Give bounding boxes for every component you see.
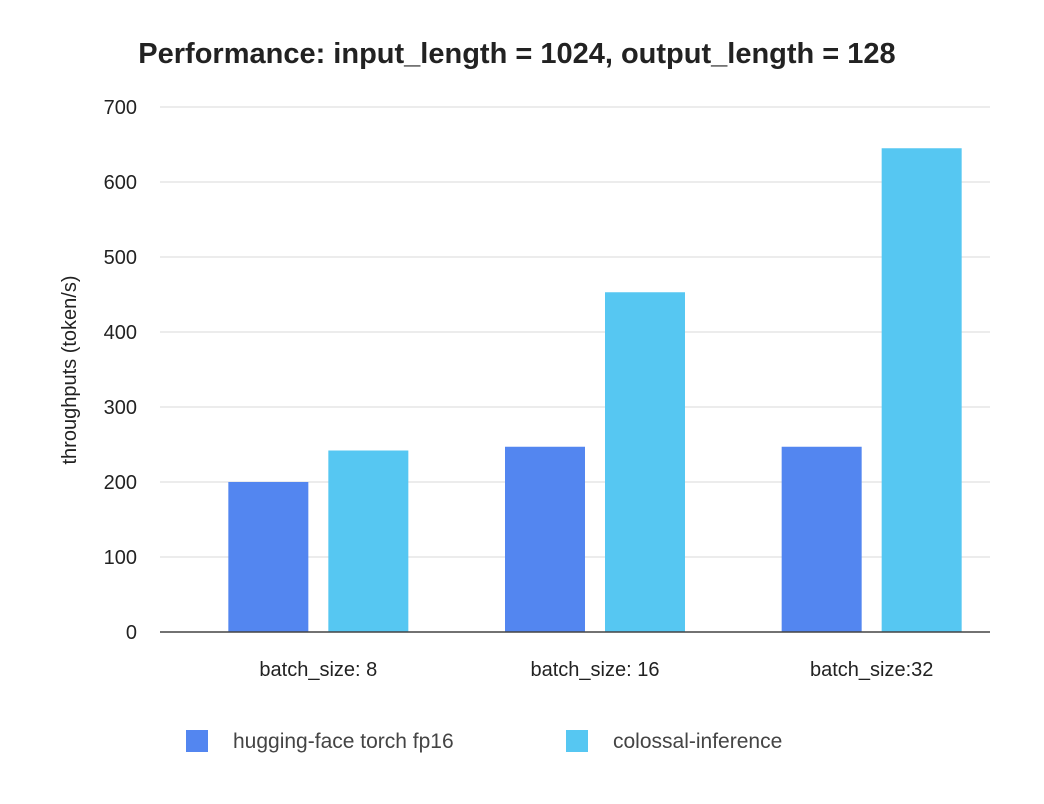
bar-colossal-inference-0	[328, 450, 409, 632]
bar-colossal-inference-2	[881, 148, 962, 632]
x-tick-label: batch_size: 16	[531, 659, 660, 681]
y-axis-ticks: 0 100 200 300 400 500 600 700	[104, 97, 137, 644]
x-tick-label: batch_size:32	[810, 659, 933, 681]
legend-label: hugging-face torch fp16	[233, 730, 454, 753]
y-tick-label: 400	[104, 322, 137, 344]
y-tick-label: 700	[104, 97, 137, 119]
bar-hugging-face-2	[781, 446, 862, 632]
bar-colossal-inference-1	[605, 292, 685, 632]
y-tick-label: 500	[104, 247, 137, 269]
y-axis-title: throughputs (token/s)	[59, 276, 81, 465]
y-tick-label: 0	[126, 622, 137, 644]
legend-label: colossal-inference	[613, 730, 782, 753]
legend-swatch	[566, 730, 588, 752]
bar-hugging-face-1	[505, 446, 585, 632]
legend: hugging-face torch fp16 colossal-inferenc…	[186, 730, 782, 753]
y-tick-label: 100	[104, 547, 137, 569]
bars-layer	[228, 148, 962, 632]
x-axis-ticks: batch_size: 8 batch_size: 16 batch_size:32	[259, 659, 933, 681]
x-tick-label: batch_size: 8	[259, 659, 377, 681]
legend-swatch	[186, 730, 208, 752]
bar-hugging-face-0	[228, 482, 309, 632]
y-tick-label: 600	[104, 172, 137, 194]
chart-title: Performance: input_length = 1024, output…	[138, 38, 895, 70]
y-tick-label: 200	[104, 472, 137, 494]
y-tick-label: 300	[104, 397, 137, 419]
